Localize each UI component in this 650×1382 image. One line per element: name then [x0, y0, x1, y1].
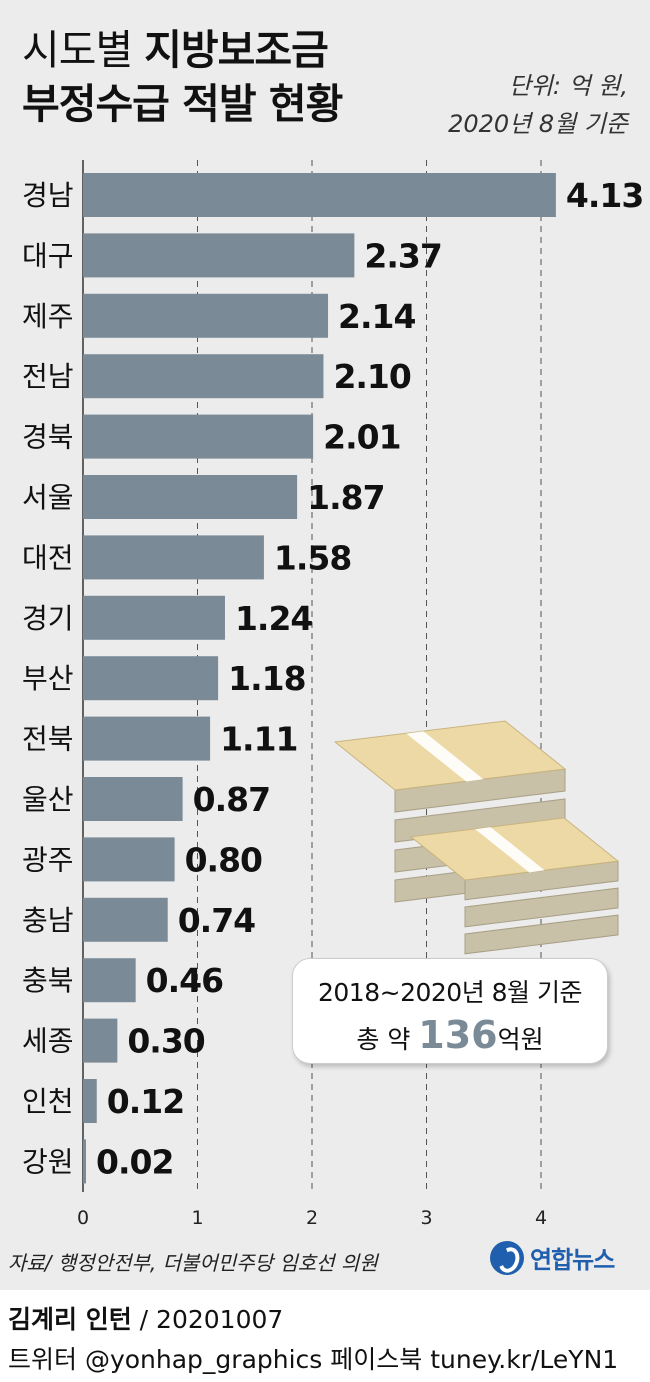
- total-note-value: 136: [418, 1013, 498, 1057]
- bar: [83, 535, 264, 580]
- category-label: 대전: [22, 541, 74, 574]
- category-label: 광주: [22, 843, 74, 876]
- x-tick-label: 4: [535, 1207, 547, 1229]
- value-label: 0.12: [107, 1082, 184, 1121]
- category-label: 충북: [22, 964, 74, 997]
- tick-layer: 0 1 2 3 4: [77, 1207, 547, 1229]
- bar: [83, 414, 314, 459]
- unit-line-1: 단위: 억 원,: [508, 72, 628, 100]
- bar: [83, 958, 136, 1003]
- bar-layer: 경남 4.13 대구 2.37 제주 2.14 전남 2.10 경북 2.01 서울 1.87 대전 1.…: [22, 173, 644, 1184]
- category-label: 제주: [22, 300, 74, 333]
- category-label: 서울: [22, 481, 74, 514]
- title-bold-2: 부정수급 적발 현황: [22, 80, 343, 128]
- source-text: 자료/ 행정안전부, 더불어민주당 임호선 의원: [8, 1251, 378, 1275]
- bar: [83, 777, 183, 821]
- value-label: 1.11: [220, 720, 297, 759]
- total-note-box: 2018~2020년 8월 기준 총 약 136억원: [292, 958, 608, 1064]
- title-light: 시도별: [22, 26, 145, 74]
- credit-date: / 20201007: [131, 1305, 284, 1334]
- bar: [83, 1079, 97, 1123]
- value-label: 2.37: [364, 236, 441, 275]
- category-label: 전남: [22, 360, 74, 393]
- yonhap-logo-text: 연합뉴스: [530, 1246, 615, 1274]
- bar: [83, 837, 175, 882]
- title-line-1: 시도별 지방보조금: [22, 30, 329, 71]
- title-bold: 지방보조금: [144, 26, 329, 74]
- unit-line-2: 2020년 8월 기준: [448, 110, 628, 138]
- x-tick-label: 2: [306, 1207, 318, 1229]
- bar: [83, 1139, 86, 1184]
- bar: [83, 354, 324, 399]
- category-label: 울산: [22, 783, 74, 816]
- bar: [83, 475, 298, 519]
- bar: [83, 897, 168, 942]
- bar-chart: 경남 4.13 대구 2.37 제주 2.14 전남 2.10 경북 2.01 서울 1.87 대전 1.…: [22, 160, 644, 1229]
- value-label: 0.74: [178, 901, 255, 940]
- credit-line: 김계리 인턴 / 20201007: [8, 1300, 283, 1336]
- value-label: 0.02: [96, 1142, 173, 1181]
- x-tick-label: 3: [420, 1207, 432, 1229]
- total-note-prefix: 총 약: [356, 1025, 419, 1054]
- category-label: 강원: [22, 1145, 74, 1178]
- total-note-line-1: 2018~2020년 8월 기준: [318, 978, 583, 1007]
- money-stack-side: [464, 914, 619, 955]
- value-label: 0.30: [127, 1022, 204, 1061]
- value-label: 2.10: [333, 357, 410, 396]
- category-label: 대구: [22, 239, 74, 272]
- value-label: 0.87: [193, 780, 270, 819]
- social-line: 트위터 @yonhap_graphics 페이스북 tuney.kr/LeYN1: [8, 1345, 619, 1374]
- value-label: 1.24: [235, 599, 312, 638]
- category-label: 인천: [22, 1085, 74, 1118]
- credit-name: 김계리 인턴: [8, 1305, 132, 1334]
- category-label: 세종: [22, 1025, 74, 1058]
- value-label: 0.80: [185, 840, 262, 879]
- money-stack-side: [464, 887, 619, 928]
- money-stack-illustration: [333, 720, 620, 955]
- title-line-2: 부정수급 적발 현황: [22, 84, 343, 125]
- category-label: 전북: [22, 723, 74, 756]
- category-label: 경기: [22, 602, 74, 635]
- value-label: 1.58: [274, 538, 351, 577]
- total-note-line-2: 총 약 136억원: [293, 1013, 607, 1057]
- bar: [83, 656, 219, 701]
- category-label: 경북: [22, 421, 74, 454]
- value-label: 2.14: [338, 297, 415, 336]
- category-label: 충남: [22, 904, 74, 937]
- value-label: 4.13: [566, 176, 643, 215]
- bar: [83, 1018, 118, 1063]
- value-label: 1.87: [307, 478, 384, 517]
- x-tick-label: 1: [191, 1207, 203, 1229]
- value-label: 2.01: [323, 418, 400, 457]
- x-tick-label: 0: [77, 1207, 89, 1229]
- money-band: [406, 731, 484, 782]
- yonhap-logo: 연합뉴스: [490, 1240, 615, 1275]
- value-label: 1.18: [228, 659, 305, 698]
- value-label: 0.46: [146, 961, 223, 1000]
- bar: [83, 173, 556, 217]
- bar: [83, 716, 211, 761]
- total-note-suffix: 억원: [497, 1025, 544, 1054]
- bar: [83, 293, 329, 338]
- yonhap-logo-icon: [490, 1240, 524, 1275]
- category-label: 부산: [22, 662, 74, 695]
- bar: [83, 595, 225, 640]
- bar: [83, 233, 355, 278]
- category-label: 경남: [22, 179, 74, 212]
- money-band: [475, 827, 545, 873]
